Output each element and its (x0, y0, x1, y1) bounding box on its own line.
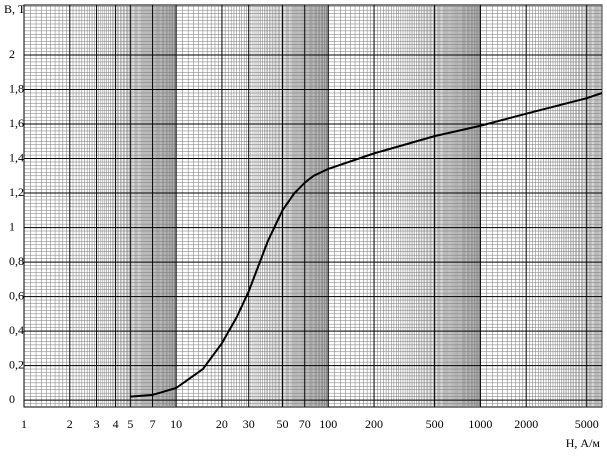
x-tick-label: 2000 (514, 417, 538, 431)
y-tick-label: 1,2 (9, 185, 24, 199)
x-tick-label: 7 (150, 417, 156, 431)
y-tick-label: 1 (9, 219, 15, 233)
y-tick-label: 0,8 (9, 254, 24, 268)
y-tick-label: 0,4 (9, 323, 24, 337)
x-tick-label: 1000 (468, 417, 492, 431)
x-tick-label: 5 (127, 417, 133, 431)
y-tick-label: 1,8 (9, 81, 24, 95)
y-tick-label: 0,6 (9, 288, 24, 302)
y-tick-label: 0,2 (9, 357, 24, 371)
x-tick-label: 100 (319, 417, 337, 431)
x-tick-label: 50 (276, 417, 288, 431)
x-tick-label: 2 (67, 417, 73, 431)
y-tick-label: 0 (9, 392, 15, 406)
x-tick-label: 4 (113, 417, 119, 431)
y-tick-label: 2 (9, 47, 15, 61)
x-tick-label: 500 (426, 417, 444, 431)
curve (130, 92, 603, 398)
x-tick-label: 200 (365, 417, 383, 431)
x-tick-label: 70 (299, 417, 311, 431)
x-tick-label: 10 (170, 417, 182, 431)
x-tick-label: 30 (243, 417, 255, 431)
y-tick-label: 1,6 (9, 116, 24, 130)
x-tick-label: 1 (21, 417, 27, 431)
x-axis-label: Н, А/м (566, 436, 601, 450)
y-tick-label: 1,4 (9, 150, 24, 164)
x-tick-label: 3 (94, 417, 100, 431)
x-tick-label: 20 (216, 417, 228, 431)
x-tick-label: 5000 (575, 417, 599, 431)
